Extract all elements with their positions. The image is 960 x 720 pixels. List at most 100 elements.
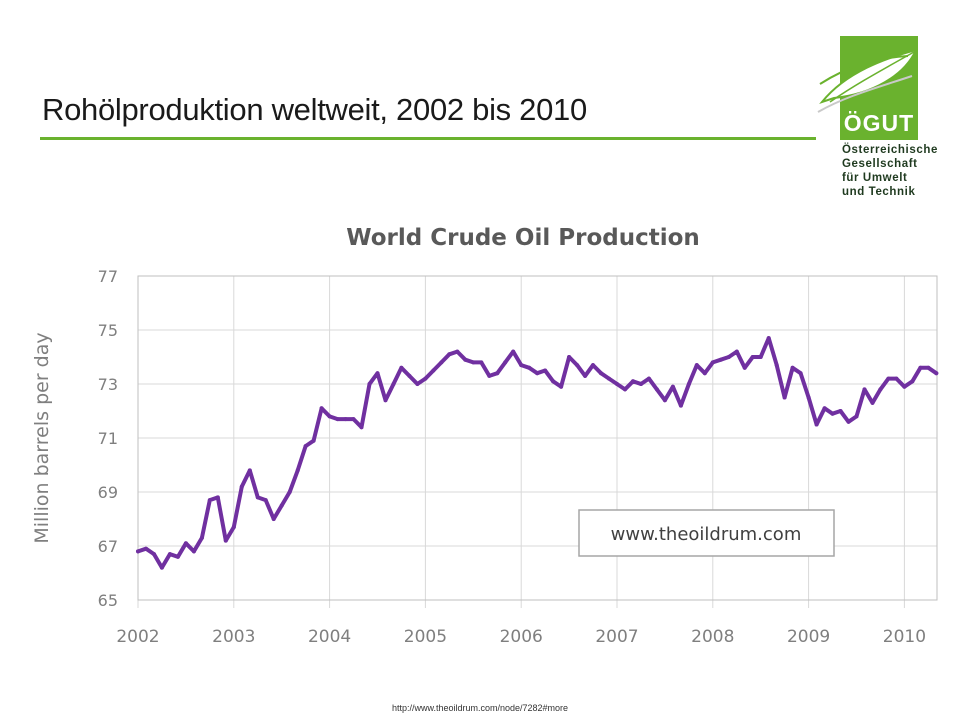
data-point xyxy=(886,376,891,381)
data-point xyxy=(918,365,923,370)
data-point xyxy=(631,379,635,384)
data-point xyxy=(152,552,156,557)
data-point xyxy=(758,355,763,359)
data-point xyxy=(862,387,867,392)
x-tick-label: 2009 xyxy=(787,627,830,647)
watermark-box: www.theoildrum.com xyxy=(578,509,835,557)
data-point xyxy=(599,371,603,376)
data-point xyxy=(471,360,476,365)
logo-line-3: für Umwelt xyxy=(842,172,908,184)
data-point xyxy=(830,411,835,416)
data-point xyxy=(351,417,356,422)
data-point xyxy=(718,357,723,362)
y-tick-label: 69 xyxy=(98,483,118,502)
data-point xyxy=(295,468,300,473)
data-point xyxy=(694,363,699,368)
slide-title: Rohölproduktion weltweit, 2002 bis 2010 xyxy=(42,92,587,127)
data-point xyxy=(726,355,731,359)
data-point xyxy=(199,535,204,540)
data-point xyxy=(479,360,484,365)
data-point xyxy=(902,384,907,389)
data-point xyxy=(167,552,172,557)
data-point xyxy=(431,368,436,373)
data-point xyxy=(822,406,827,411)
data-point xyxy=(782,395,787,400)
y-tick-labels: 65 67 69 71 73 75 77 xyxy=(98,267,118,610)
data-point xyxy=(543,368,548,373)
data-point xyxy=(575,363,580,368)
data-point xyxy=(144,546,148,551)
data-point xyxy=(654,387,659,392)
data-point xyxy=(359,425,364,430)
x-tick-label: 2002 xyxy=(116,627,159,647)
data-point xyxy=(734,349,739,354)
data-point xyxy=(607,376,611,381)
source-url: http://www.theoildrum.com/node/7282#more xyxy=(391,703,569,713)
data-point xyxy=(870,400,875,405)
data-point xyxy=(551,379,556,384)
data-point xyxy=(455,349,460,354)
oil-production-chart: World Crude Oil Production Million barre… xyxy=(31,225,939,647)
data-point xyxy=(207,498,212,503)
data-point xyxy=(670,384,675,389)
x-tick-labels: 2002 2003 2004 2005 2006 2007 2008 2009 2010 xyxy=(116,627,926,647)
data-point xyxy=(439,360,444,365)
watermark-text: www.theoildrum.com xyxy=(611,524,802,545)
chart-grid xyxy=(137,275,937,608)
data-point xyxy=(375,371,380,376)
data-point xyxy=(910,379,915,384)
data-point xyxy=(263,498,268,503)
data-point xyxy=(247,468,252,473)
data-point xyxy=(503,360,508,365)
data-point xyxy=(742,365,747,370)
data-point xyxy=(415,382,420,386)
data-point xyxy=(623,387,627,392)
logo-line-1: Österreichische xyxy=(842,144,938,156)
data-point xyxy=(327,414,332,419)
data-point xyxy=(686,382,691,386)
data-point xyxy=(710,360,715,365)
data-point xyxy=(239,484,244,489)
y-tick-label: 71 xyxy=(98,429,118,448)
plot-frame xyxy=(137,275,938,601)
x-tick-label: 2006 xyxy=(500,627,543,647)
data-point xyxy=(519,363,524,368)
series-layer xyxy=(136,336,939,570)
data-point xyxy=(798,371,803,376)
leaf-icon xyxy=(817,48,918,113)
x-tick-label: 2010 xyxy=(883,627,926,647)
data-point xyxy=(567,355,572,359)
data-point xyxy=(255,495,260,500)
data-point xyxy=(271,517,276,521)
data-point xyxy=(527,365,532,370)
data-point xyxy=(878,387,883,392)
data-point xyxy=(463,357,468,362)
data-point xyxy=(303,444,308,449)
data-point xyxy=(335,417,340,422)
x-tick-label: 2003 xyxy=(212,627,255,647)
data-point xyxy=(591,363,595,368)
data-point xyxy=(136,549,140,554)
data-point xyxy=(511,349,516,354)
data-point xyxy=(231,525,236,530)
data-point xyxy=(311,438,316,443)
data-point xyxy=(678,403,683,408)
logo-line-4: und Technik xyxy=(842,186,916,198)
data-point xyxy=(279,503,284,508)
data-point xyxy=(854,414,859,419)
y-tick-label: 73 xyxy=(98,375,118,394)
y-axis-label: Million barrels per day xyxy=(31,332,53,543)
chart-title: World Crude Oil Production xyxy=(346,225,700,251)
data-point xyxy=(814,422,819,427)
title-underline xyxy=(40,137,816,140)
data-point xyxy=(399,365,404,370)
data-point xyxy=(615,382,619,386)
data-point xyxy=(934,371,939,376)
x-tick-label: 2005 xyxy=(404,627,447,647)
y-tick-label: 77 xyxy=(98,267,118,286)
data-point xyxy=(343,417,348,422)
data-point xyxy=(487,373,492,378)
data-point xyxy=(175,554,180,559)
logo-wordmark: ÖGUT xyxy=(843,110,915,136)
data-point xyxy=(750,355,755,359)
